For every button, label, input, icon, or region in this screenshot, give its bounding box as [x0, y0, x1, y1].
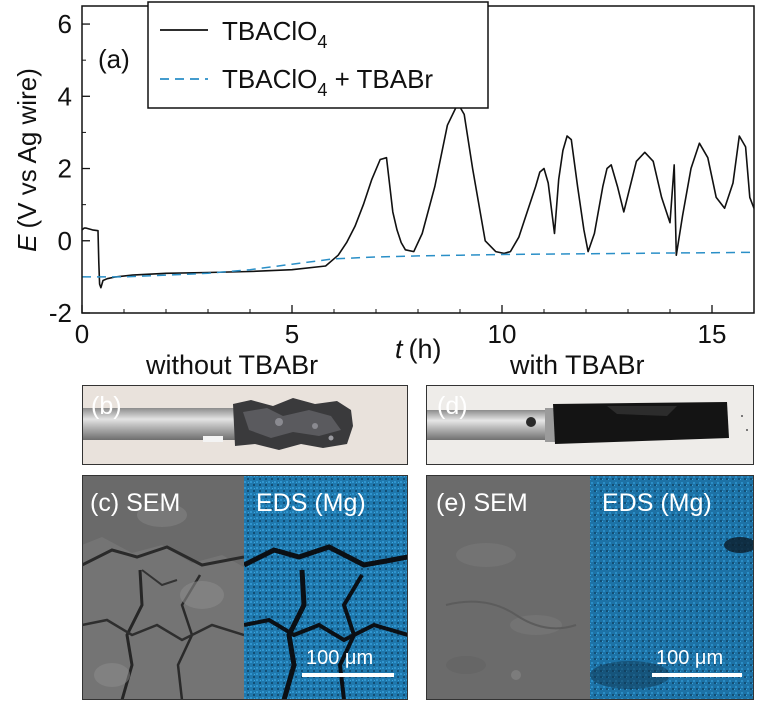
panel-e-eds-label: EDS (Mg) [602, 489, 712, 517]
legend-entry-tbaclo4: TBAClO4 [222, 16, 327, 52]
sem-image-cracked [82, 475, 244, 700]
panel-b-photo: (b) [82, 385, 408, 465]
x-axis-var: t [395, 334, 404, 364]
x-axis-unit: (h) [409, 334, 442, 364]
panel-c-eds: EDS (Mg) 100 μm [244, 475, 408, 700]
panel-c-scale-bar [302, 673, 394, 677]
panel-a-label: (a) [98, 44, 130, 74]
legend-entry-tbaclo4-tbabr: TBAClO4 + TBABr [222, 64, 433, 100]
legend: TBAClO4 TBAClO4 + TBABr [147, 1, 489, 109]
y-tick-label-0: 0 [58, 226, 72, 256]
x-tick-label-0: 0 [75, 319, 89, 349]
x-tick-label-5: 5 [285, 319, 299, 349]
panel-b-label: (b) [91, 392, 122, 420]
sem-image-smooth [426, 475, 590, 700]
x-axis-label: t (h) [395, 334, 442, 364]
electrode-rod-d [427, 402, 748, 444]
panel-d-photo: (d) [426, 385, 754, 465]
series-line-1 [82, 251, 754, 278]
y-axis-label: E (V vs Ag wire) [12, 68, 42, 252]
y-tick-label-2: 2 [58, 154, 72, 184]
y-tick-label-6: 6 [58, 9, 72, 39]
x-tick-label-15: 15 [698, 319, 727, 349]
panel-c-label: (c) SEM [90, 489, 181, 517]
panel-c-eds-label: EDS (Mg) [256, 489, 366, 517]
panel-e-frame [426, 475, 754, 700]
y-axis-var: E [12, 234, 42, 252]
panel-d-label: (d) [437, 392, 468, 420]
y-tick-label--2: -2 [49, 298, 72, 328]
panel-c-scale-label: 100 μm [306, 647, 374, 669]
panel-c-frame [82, 475, 408, 700]
x-tick-label-10: 10 [488, 319, 517, 349]
electrode-rod-b [83, 398, 353, 450]
series-line-0 [82, 102, 754, 289]
panel-e-scale-label: 100 μm [656, 647, 724, 669]
caption-without-tbabr: without TBABr [146, 350, 319, 380]
y-tick-label-4: 4 [58, 81, 72, 111]
panel-e-scale-bar [652, 673, 742, 677]
legend-box [147, 1, 489, 109]
y-axis-unit: (V vs Ag wire) [12, 68, 42, 228]
panel-e-sem: (e) SEM [426, 475, 590, 700]
panel-c-sem: (c) SEM [82, 475, 244, 700]
panel-e-eds: EDS (Mg) 100 μm [590, 475, 754, 700]
eds-map-mg-cracked [244, 475, 408, 700]
eds-map-mg-smooth [590, 475, 754, 700]
panel-e-label: (e) SEM [436, 489, 528, 517]
caption-with-tbabr: with TBABr [510, 350, 645, 380]
